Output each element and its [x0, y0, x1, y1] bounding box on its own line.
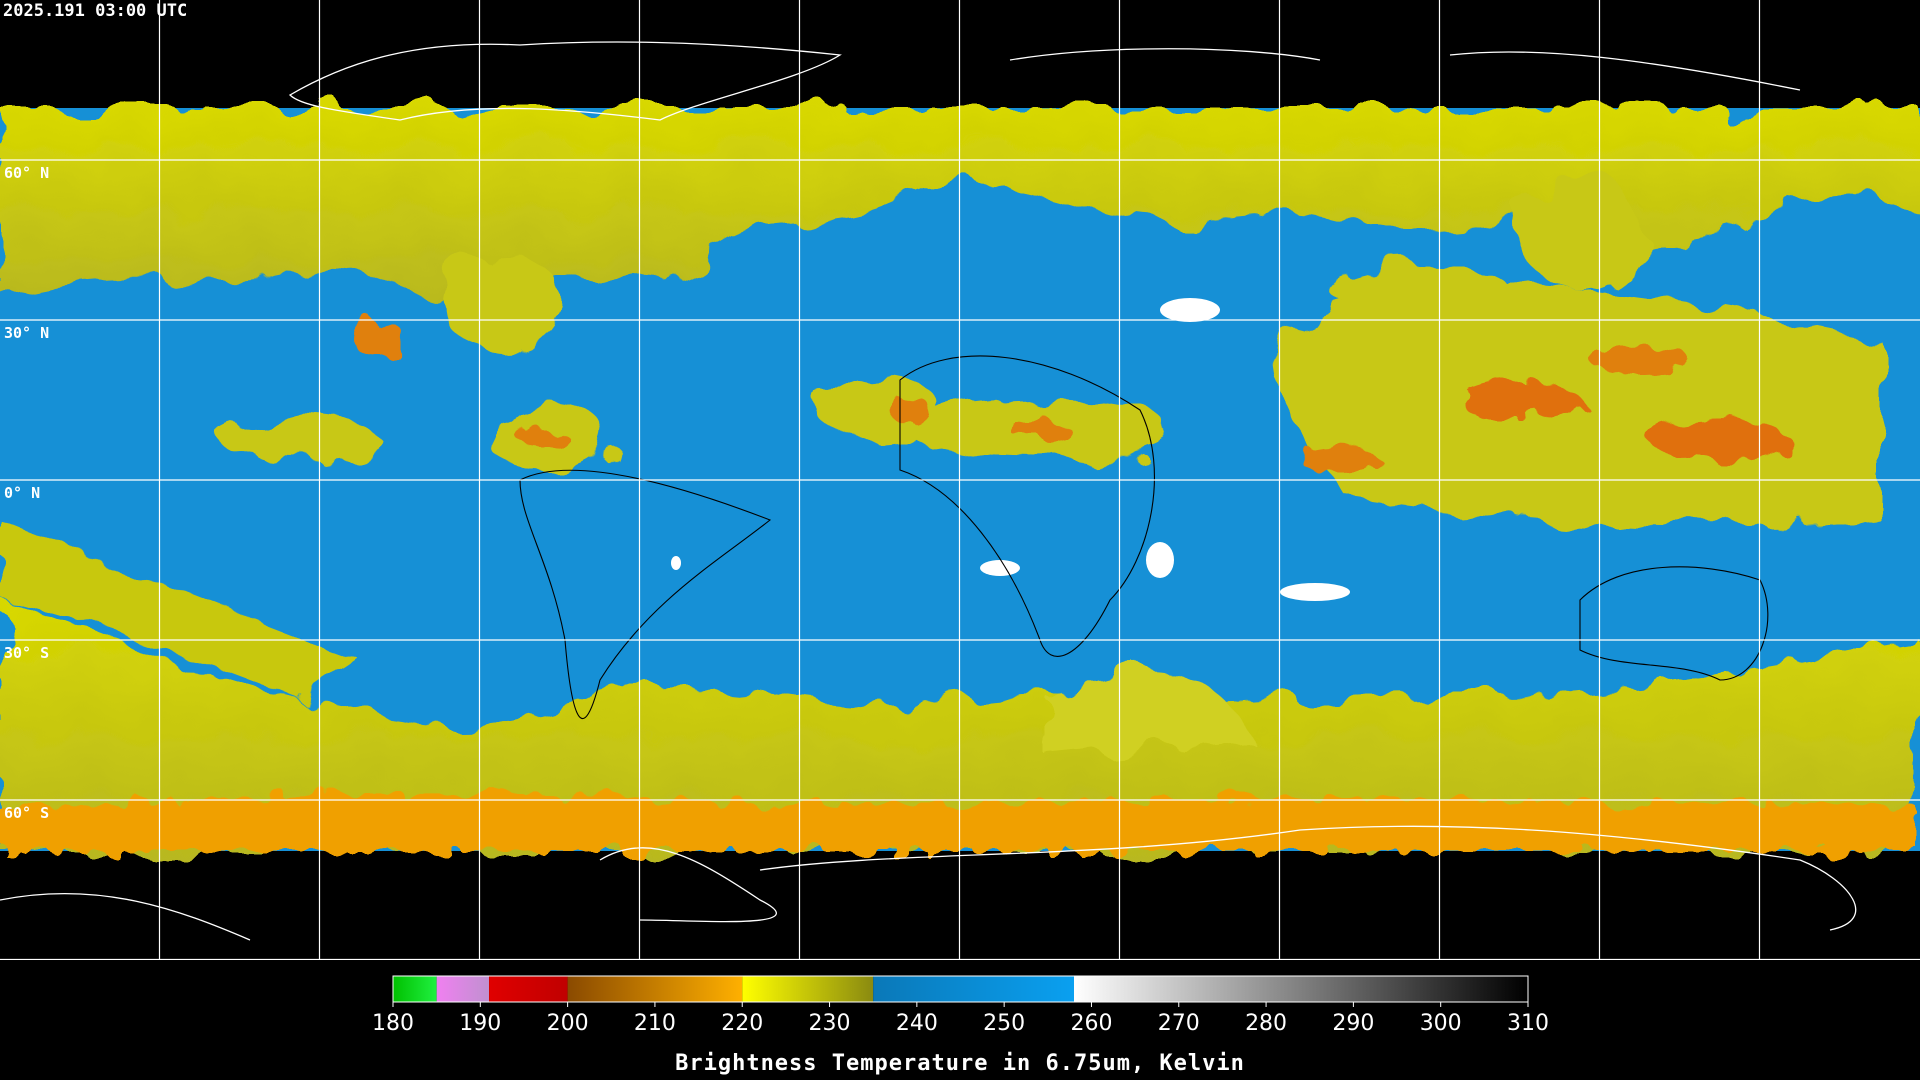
colorbar-tick-label: 230: [809, 1011, 851, 1036]
colorbar-tick-label: 200: [547, 1011, 589, 1036]
colorbar-tick-label: 240: [896, 1011, 938, 1036]
colorbar-tick-label: 290: [1332, 1011, 1374, 1036]
colorbar-tick-label: 270: [1158, 1011, 1200, 1036]
colorbar-frame: [392, 975, 1529, 1003]
colorbar-label: Brightness Temperature in 6.75um, Kelvin: [675, 1051, 1245, 1076]
colorbar-segment: [567, 976, 743, 1002]
latitude-label: 60° S: [4, 804, 49, 822]
colorbar-tick-label: 190: [459, 1011, 501, 1036]
colorbar-tick-label: 280: [1245, 1011, 1287, 1036]
colorbar-tick-label: 260: [1070, 1011, 1112, 1036]
colorbar-tick-label: 220: [721, 1011, 763, 1036]
colorbar-tick-label: 250: [983, 1011, 1025, 1036]
colorbar-tick-label: 310: [1507, 1011, 1549, 1036]
colorbar-tick-label: 210: [634, 1011, 676, 1036]
graticule: 60° N 30° N 0° N 30° S 60° S: [0, 0, 1920, 961]
timestamp: 2025.191 03:00 UTC: [3, 1, 187, 21]
colorbar-tick-label: 180: [372, 1011, 414, 1036]
colorbar-segment: [393, 976, 437, 1002]
latitude-label: 60° N: [4, 164, 49, 182]
colorbar-segment: [742, 976, 874, 1002]
latitude-label: 0° N: [4, 484, 40, 502]
colorbar-segment: [489, 976, 568, 1002]
colorbar: 180 190 200 210 220 230 240 250 260 270 280 290 300 3…: [372, 975, 1549, 1036]
latitude-label: 30° S: [4, 644, 49, 662]
colorbar-tick-label: 300: [1420, 1011, 1462, 1036]
dry-spots: [671, 298, 1350, 601]
colorbar-segment: [873, 976, 1074, 1002]
latitude-label: 30° N: [4, 324, 49, 342]
colorbar-segment: [1074, 976, 1528, 1002]
colorbar-segment: [436, 976, 490, 1002]
